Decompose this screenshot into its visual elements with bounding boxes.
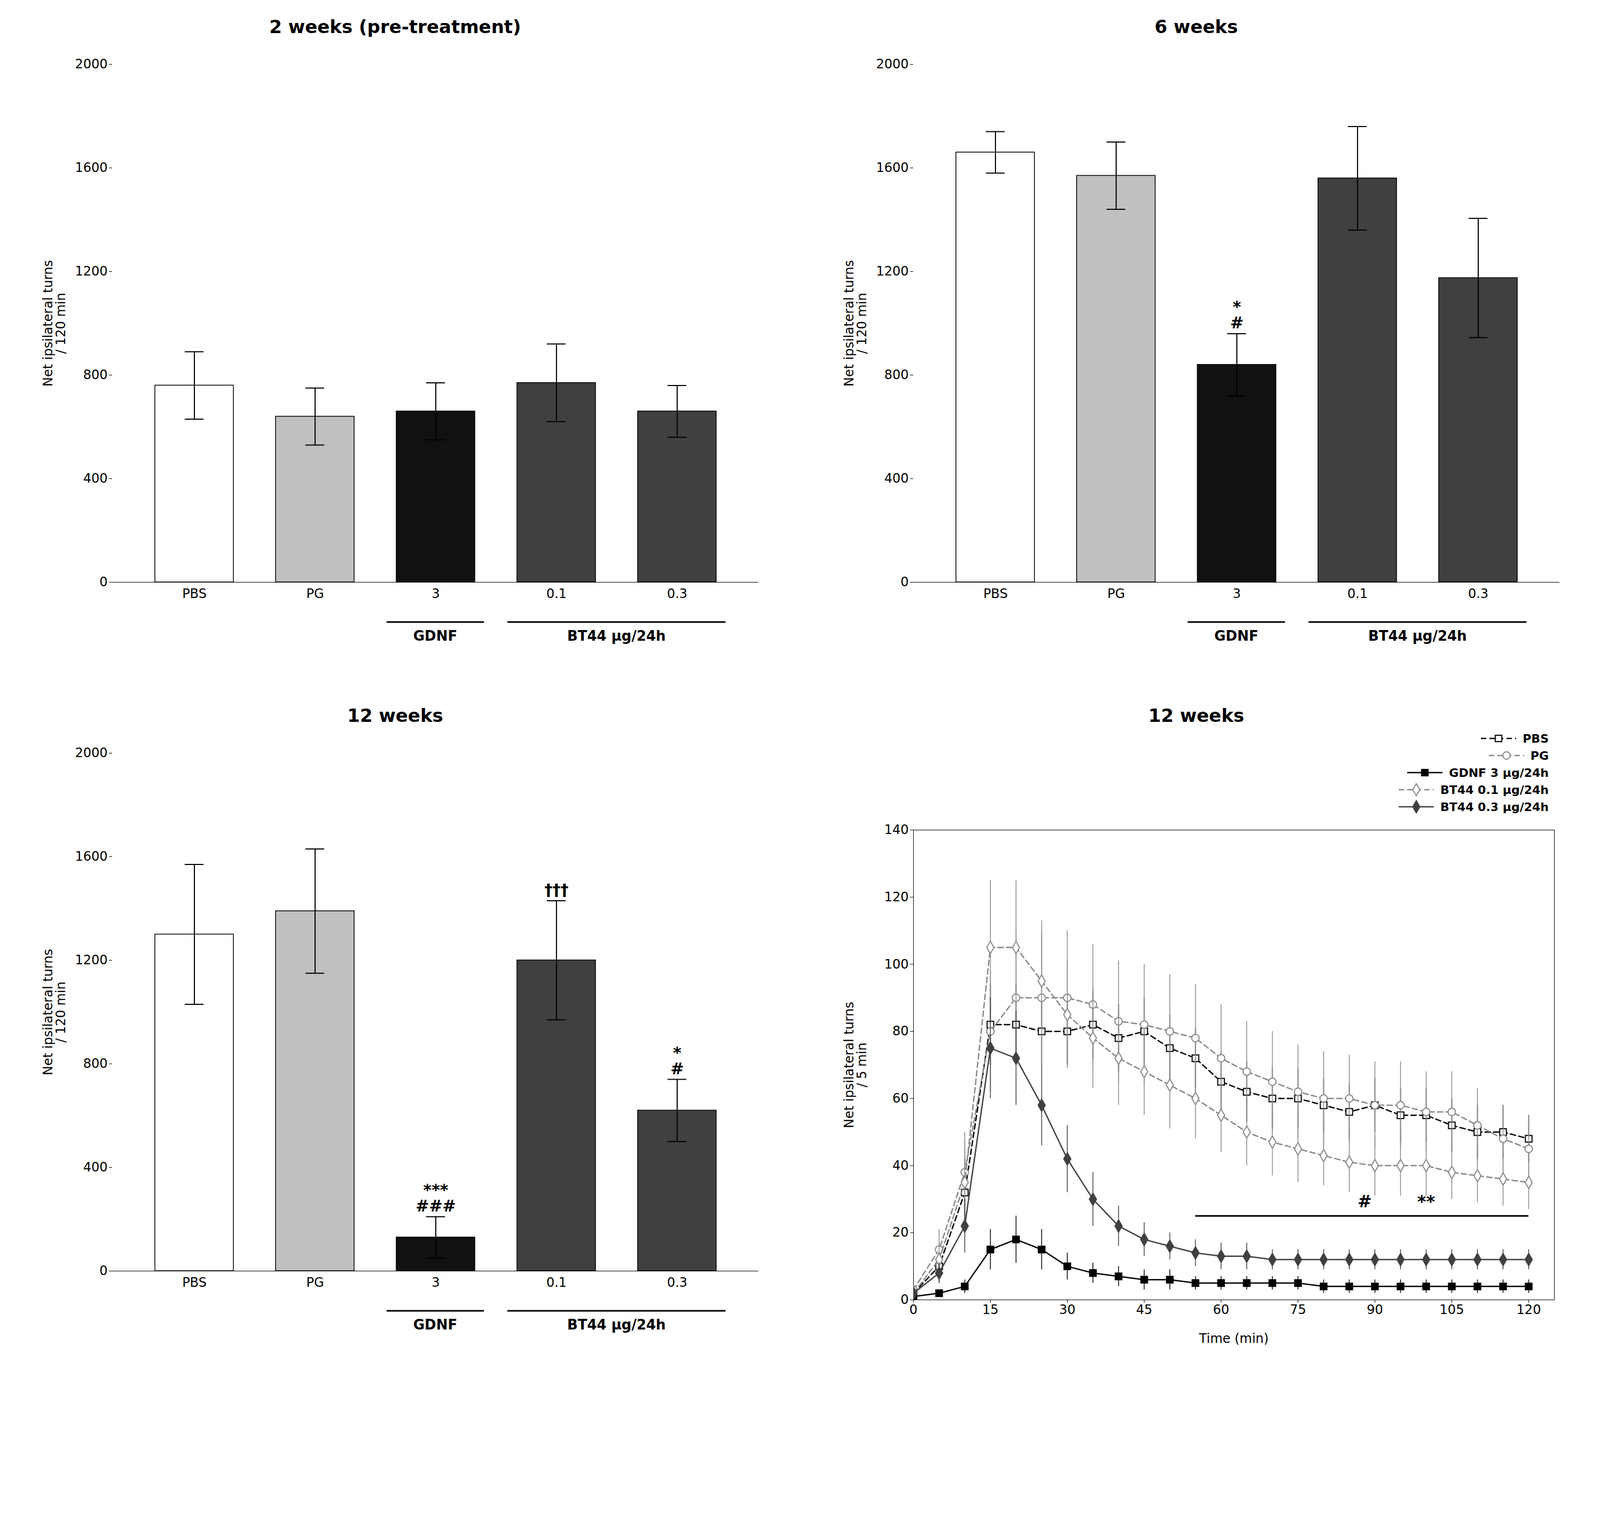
svg-text:120: 120 (884, 889, 909, 905)
svg-text:BT44 μg/24h: BT44 μg/24h (567, 1316, 666, 1333)
svg-text:Time (min): Time (min) (1198, 1331, 1269, 1347)
svg-text:GDNF: GDNF (1214, 628, 1259, 645)
svg-text:*#: *# (1229, 297, 1244, 333)
svg-text:†††: ††† (544, 880, 569, 900)
svg-text:800: 800 (83, 367, 108, 383)
svg-text:1600: 1600 (74, 849, 108, 865)
svg-text:GDNF: GDNF (413, 628, 458, 645)
svg-text:1600: 1600 (74, 160, 108, 176)
svg-text:90: 90 (1366, 1302, 1384, 1318)
svg-text:0.1: 0.1 (1347, 586, 1368, 602)
html-text:GDNF 3 μg/24h: GDNF 3 μg/24h (1449, 766, 1549, 780)
svg-text:BT44 μg/24h: BT44 μg/24h (1368, 628, 1468, 645)
svg-text:PBS: PBS (182, 1275, 207, 1291)
svg-text:1200: 1200 (875, 263, 909, 279)
svg-text:GDNF: GDNF (413, 1316, 458, 1333)
svg-text:1200: 1200 (74, 952, 108, 968)
html-text:BT44 0.1 μg/24h: BT44 0.1 μg/24h (1440, 783, 1549, 797)
svg-text:20: 20 (892, 1225, 909, 1241)
svg-text:Net ipsilateral turns/ 5 min: Net ipsilateral turns/ 5 min (841, 1001, 870, 1129)
svg-text:80: 80 (892, 1023, 909, 1039)
svg-text:2000: 2000 (74, 56, 108, 72)
svg-text:75: 75 (1289, 1302, 1307, 1318)
svg-text:30: 30 (1059, 1302, 1076, 1318)
html-text:12 weeks: 12 weeks (347, 704, 444, 727)
svg-text:0.1: 0.1 (546, 586, 567, 602)
html-text:12 weeks: 12 weeks (1148, 704, 1245, 727)
svg-text:105: 105 (1439, 1302, 1465, 1318)
svg-text:Net ipsilateral turns/ 120 min: Net ipsilateral turns/ 120 min (841, 260, 870, 387)
svg-text:120: 120 (1516, 1302, 1542, 1318)
svg-text:3: 3 (431, 1275, 440, 1291)
svg-text:0: 0 (900, 574, 909, 590)
svg-text:0.3: 0.3 (1468, 586, 1489, 602)
svg-text:PG: PG (306, 1275, 324, 1291)
svg-text:400: 400 (884, 471, 909, 486)
svg-text:45: 45 (1135, 1302, 1153, 1318)
svg-text:0: 0 (900, 1292, 909, 1308)
html-text:6 weeks: 6 weeks (1154, 16, 1238, 38)
svg-text:60: 60 (1212, 1302, 1230, 1318)
svg-text:3: 3 (1232, 586, 1241, 602)
svg-text:0: 0 (99, 1263, 108, 1279)
svg-text:60: 60 (892, 1091, 909, 1107)
svg-text:0.1: 0.1 (546, 1275, 567, 1291)
svg-text:0.3: 0.3 (667, 1275, 688, 1291)
html-text:PBS: PBS (1522, 731, 1549, 746)
svg-text:1600: 1600 (875, 160, 909, 176)
svg-text:800: 800 (884, 367, 909, 383)
svg-text:3: 3 (431, 586, 440, 602)
svg-text:#: # (1357, 1191, 1372, 1212)
html-text:2 weeks (pre-treatment): 2 weeks (pre-treatment) (269, 16, 522, 38)
svg-text:PBS: PBS (983, 586, 1008, 602)
svg-text:***###: ***### (415, 1180, 456, 1216)
svg-text:*#: *# (670, 1043, 684, 1079)
svg-text:400: 400 (83, 471, 108, 486)
svg-text:15: 15 (982, 1302, 999, 1318)
svg-text:BT44 μg/24h: BT44 μg/24h (567, 628, 666, 645)
svg-text:1200: 1200 (74, 263, 108, 279)
svg-text:Net ipsilateral turns/ 120 min: Net ipsilateral turns/ 120 min (40, 948, 69, 1076)
svg-text:2000: 2000 (74, 745, 108, 761)
svg-text:100: 100 (884, 957, 909, 972)
svg-text:PBS: PBS (182, 586, 207, 602)
svg-text:0: 0 (909, 1302, 918, 1318)
svg-text:PG: PG (1107, 586, 1125, 602)
svg-text:400: 400 (83, 1159, 108, 1175)
svg-text:2000: 2000 (875, 56, 909, 72)
svg-text:140: 140 (884, 822, 909, 838)
html-text:PG: PG (1530, 748, 1549, 763)
svg-text:**: ** (1417, 1191, 1436, 1212)
svg-text:40: 40 (892, 1158, 909, 1174)
html-text:BT44 0.3 μg/24h: BT44 0.3 μg/24h (1440, 800, 1549, 814)
svg-text:Net ipsilateral turns/ 120 min: Net ipsilateral turns/ 120 min (40, 260, 69, 387)
svg-text:0.3: 0.3 (667, 586, 688, 602)
svg-text:PG: PG (306, 586, 324, 602)
svg-text:0: 0 (99, 574, 108, 590)
svg-text:800: 800 (83, 1056, 108, 1072)
